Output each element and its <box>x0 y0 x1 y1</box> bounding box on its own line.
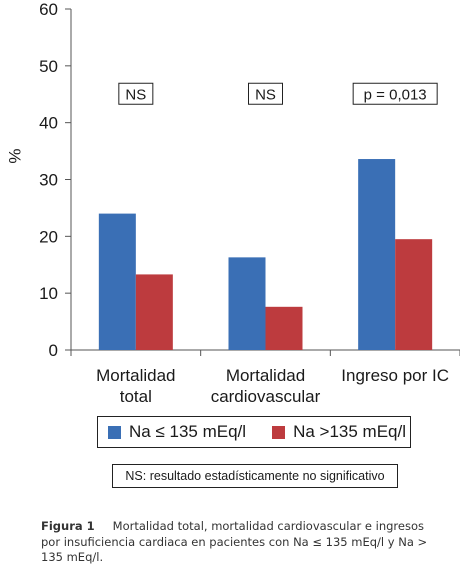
legend-swatch-series-1 <box>108 425 121 439</box>
legend-item-series-1: Na ≤ 135 mEq/l <box>108 422 246 442</box>
annotation-label: NS <box>255 86 276 103</box>
y-axis-label: % <box>5 148 24 163</box>
y-tick-label: 20 <box>39 227 58 246</box>
figure-caption: Figura 1 Mortalidad total, mortalidad car… <box>41 519 431 566</box>
bar-chart: 0 10 20 30 40 50 60 Mortalidad total Mortalidad c… <box>5 0 460 406</box>
legend-label-series-2: Na >135 mEq/l <box>293 422 406 441</box>
legend-item-series-2: Na >135 mEq/l <box>272 422 406 442</box>
y-tick-label: 40 <box>39 114 58 133</box>
figure-caption-text: Mortalidad total, mortalidad cardiovascu… <box>41 519 428 564</box>
bar <box>395 239 433 350</box>
bar <box>228 257 266 350</box>
bars <box>98 159 433 350</box>
annotation-label: p = 0,013 <box>364 86 427 103</box>
annotations: NS NS p = 0,013 <box>118 82 438 105</box>
y-tick-label: 30 <box>39 171 58 190</box>
x-tick-label: Mortalidad cardiovascular <box>211 366 321 406</box>
annotation-label: NS <box>125 86 146 103</box>
significance-note: NS: resultado estadísticamente no signif… <box>112 464 398 488</box>
bar <box>265 306 303 350</box>
y-tick-label: 50 <box>39 57 58 76</box>
bar <box>358 159 396 350</box>
annotation-box <box>352 82 438 105</box>
x-tick-label: Ingreso por IC <box>341 366 449 385</box>
y-axis: 0 10 20 30 40 50 60 <box>39 0 72 360</box>
bar <box>98 213 136 350</box>
annotation-box <box>118 82 154 105</box>
figure-label: Figura 1 <box>41 519 95 533</box>
annotation-box <box>248 82 283 105</box>
x-tick-label: Mortalidad total <box>96 366 175 406</box>
legend-swatch-series-2 <box>272 425 286 439</box>
bar <box>135 274 173 350</box>
y-tick-label: 0 <box>49 341 58 360</box>
x-axis: Mortalidad total Mortalidad cardiovascular I… <box>70 349 460 406</box>
legend: Na ≤ 135 mEq/l Na >135 mEq/l <box>97 416 411 448</box>
y-tick-label: 60 <box>39 0 58 19</box>
y-tick-label: 10 <box>39 284 58 303</box>
legend-label-series-1: Na ≤ 135 mEq/l <box>129 422 247 441</box>
